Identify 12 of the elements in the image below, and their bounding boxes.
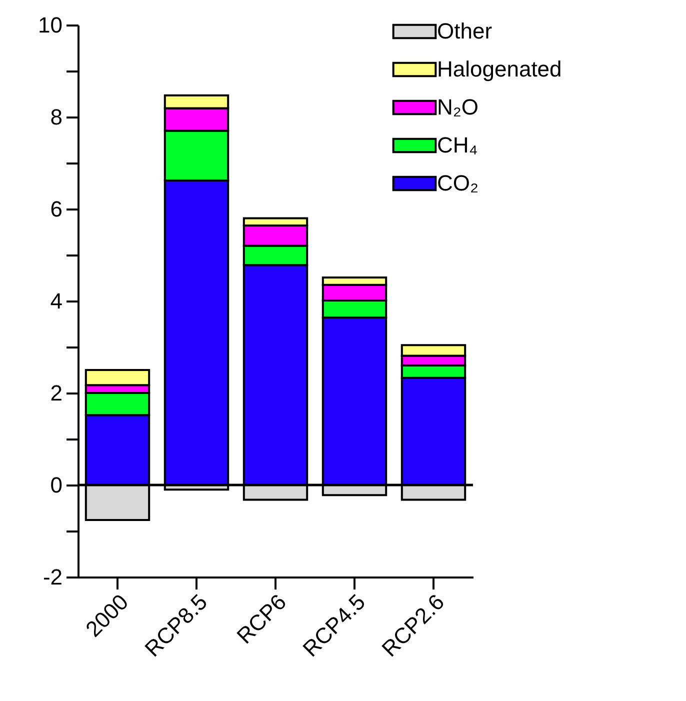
y-tick-label: 0 [50, 472, 62, 498]
legend-label: N₂O [437, 94, 479, 120]
legend-label: CH₄ [437, 132, 478, 158]
legend-label: CO₂ [437, 170, 479, 196]
y-tick-label: 8 [50, 104, 62, 130]
y-tick-label: 10 [38, 12, 62, 38]
y-tick-label: 4 [50, 288, 62, 314]
legend-label: Other [437, 18, 492, 44]
y-tick-label: 6 [50, 196, 62, 222]
y-tick-label: -2 [42, 564, 62, 590]
y-tick-label: 2 [50, 380, 62, 406]
legend-label: Halogenated [437, 56, 562, 82]
